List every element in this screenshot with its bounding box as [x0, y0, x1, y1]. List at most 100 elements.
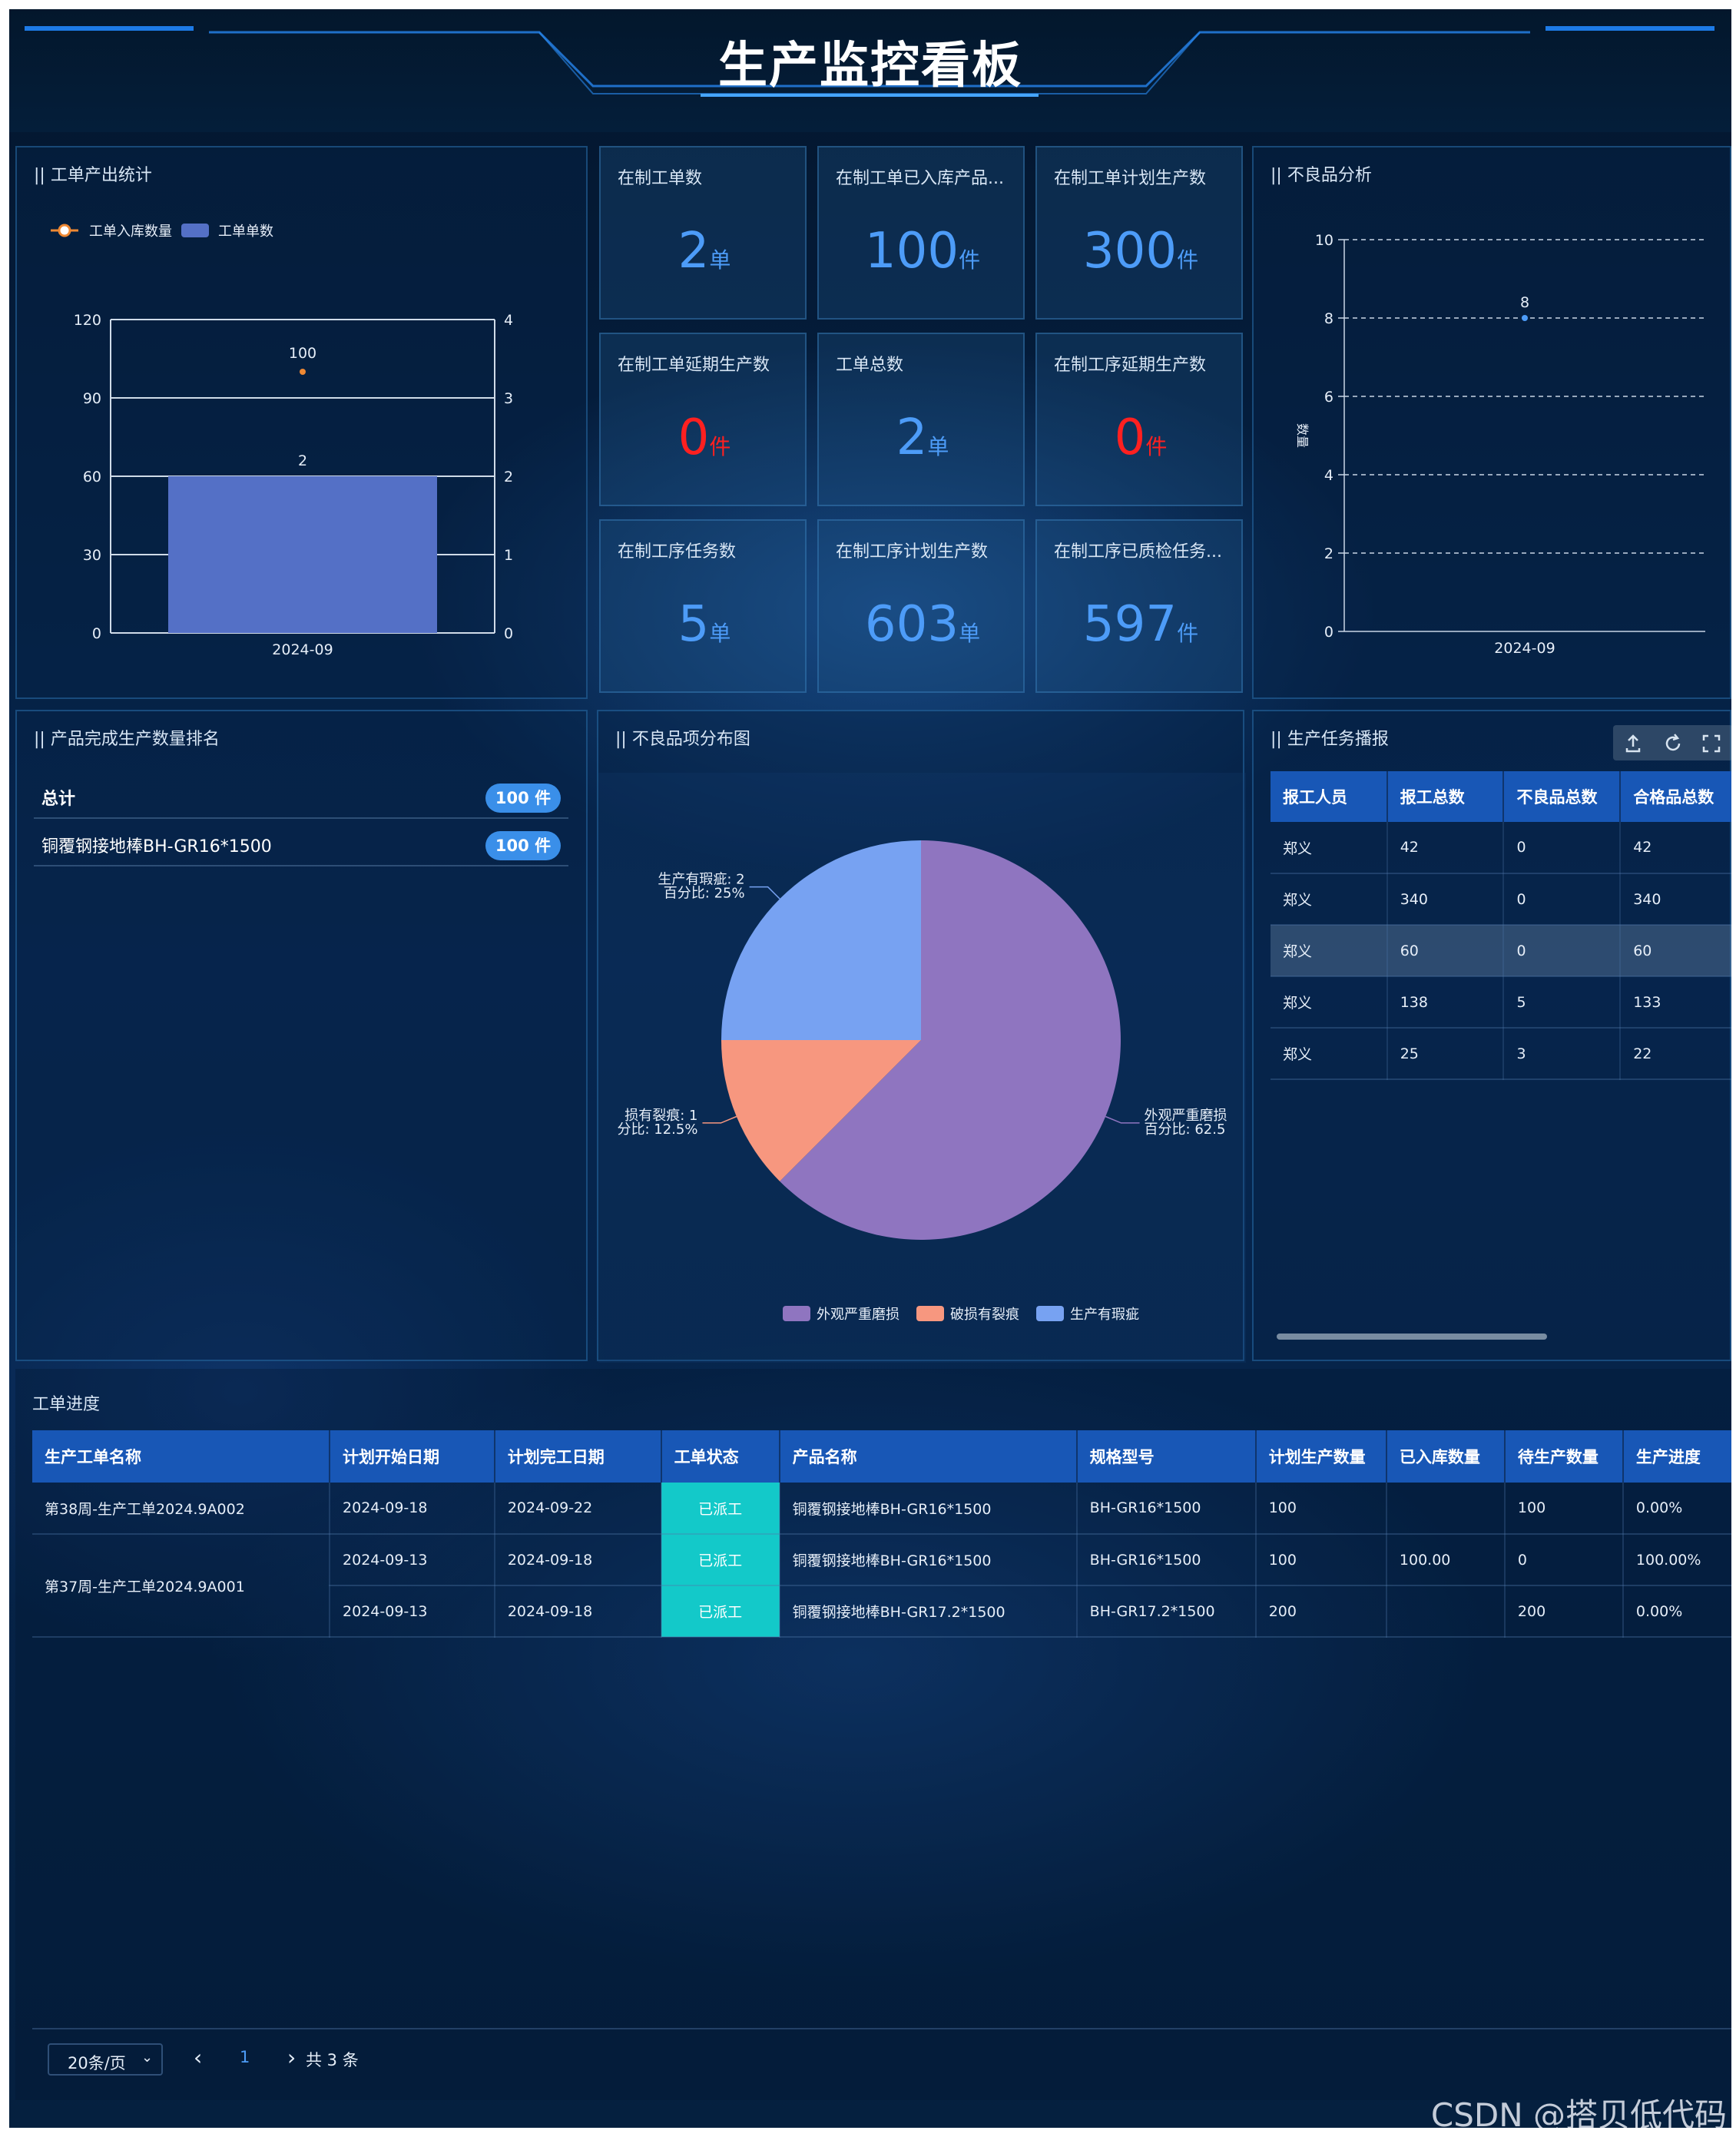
kpi-value-row: 300件 — [1037, 224, 1244, 287]
kpi-unit: 单 — [959, 621, 981, 646]
page-size-select[interactable]: 20条/页 ⌄ — [48, 2043, 163, 2076]
legend-marker — [1036, 1306, 1064, 1321]
page-title: 生产监控看板 — [718, 38, 1022, 94]
legend-label: 破损有裂痕 — [950, 1307, 1019, 1323]
column-header[interactable]: 产品名称 — [779, 1430, 1078, 1483]
pie-slice — [721, 840, 921, 1040]
table-cell: 22 — [1620, 1028, 1731, 1080]
cell-stored-qty: 100.00 — [1386, 1534, 1506, 1586]
kpi-value: 300 — [1082, 223, 1178, 280]
table-cell: 0 — [1503, 873, 1622, 926]
column-header[interactable]: 计划开始日期 — [330, 1430, 495, 1483]
y-tick-label: 6 — [1324, 389, 1333, 406]
refresh-icon[interactable] — [1659, 730, 1687, 757]
page-number-button[interactable]: 1 — [240, 2048, 250, 2066]
kpi-unit: 单 — [927, 434, 949, 459]
next-page-button[interactable]: › — [287, 2045, 297, 2070]
column-header[interactable]: 合格品总数 — [1620, 771, 1731, 822]
ranking-title: || 产品完成生产数量排名 — [34, 730, 220, 749]
prev-page-button[interactable]: ‹ — [194, 2045, 203, 2070]
table-cell: 0 — [1503, 822, 1622, 874]
kpi-card: 在制工序计划生产数 603单 — [817, 519, 1025, 693]
x-tick-label: 2024-09 — [1494, 640, 1555, 657]
kpi-value-row: 597件 — [1037, 598, 1244, 661]
kpi-value: 2 — [896, 409, 928, 466]
ranking-badge: 100 件 — [485, 784, 561, 813]
kpi-card: 在制工序延期生产数 0件 — [1035, 333, 1243, 506]
cell-order-name: 第38周-生产工单2024.9A002 — [32, 1483, 331, 1535]
cell-progress: 0.00% — [1622, 1585, 1731, 1638]
cell-progress: 0.00% — [1622, 1483, 1731, 1535]
y-tick-label-right: 2 — [504, 469, 513, 485]
y-tick-label-left: 90 — [83, 390, 101, 407]
column-header[interactable]: 报工人员 — [1271, 771, 1388, 822]
pie-slice-percent: 百分比: 62.5 — [1145, 1122, 1226, 1138]
scrollbar-thumb[interactable] — [1277, 1334, 1547, 1340]
column-header[interactable]: 已入库数量 — [1386, 1430, 1506, 1483]
kpi-value: 597 — [1082, 596, 1178, 653]
output-stats-panel: || 工单产出统计 工单入库数量 工单单数 0 30 60 90 120 0 1 2 3 4 2 100 2… — [15, 146, 588, 699]
column-header[interactable]: 规格型号 — [1076, 1430, 1257, 1483]
table-row[interactable]: 第37周-生产工单2024.9A001 2024-09-13 2024-09-1… — [32, 1534, 1731, 1638]
work-progress-panel: 工单进度 生产工单名称 计划开始日期 计划完工日期 工单状态 产品名称 规格型号… — [15, 1369, 1731, 2100]
kpi-label: 在制工序延期生产数 — [1054, 356, 1207, 375]
table-row[interactable]: 郑义 138 5 133 — [1271, 976, 1731, 1029]
x-tick-label: 2024-09 — [272, 641, 333, 658]
cell-product-name: 铜覆钢接地棒BH-GR16*1500 — [779, 1483, 1078, 1535]
column-header[interactable]: 计划生产数量 — [1255, 1430, 1387, 1483]
y-tick-label-left: 0 — [92, 625, 101, 642]
column-header[interactable]: 报工总数 — [1386, 771, 1505, 822]
status-badge: 已派工 — [661, 1483, 780, 1535]
table-cell: 42 — [1386, 822, 1505, 874]
pie-slice — [780, 840, 1121, 1240]
kpi-unit: 件 — [959, 247, 981, 273]
legend-label: 工单入库数量 — [89, 224, 172, 240]
table-row[interactable]: 第38周-生产工单2024.9A002 2024-09-18 2024-09-2… — [32, 1483, 1731, 1535]
pie-slice-label: 损有裂痕: 1 — [624, 1108, 697, 1124]
point-data-label: 8 — [1520, 294, 1529, 311]
legend-dot-marker — [58, 224, 71, 237]
table-row[interactable]: 郑义 42 0 42 — [1271, 822, 1731, 874]
cell-progress: 100.00% — [1622, 1534, 1731, 1586]
output-stats-title: || 工单产出统计 — [34, 166, 152, 185]
y-tick-label-left: 120 — [74, 312, 101, 329]
status-badge: 已派工 — [661, 1534, 780, 1586]
column-header[interactable]: 工单状态 — [661, 1430, 780, 1483]
table-row[interactable]: 郑义 25 3 22 — [1271, 1028, 1731, 1080]
scatter-point — [1522, 315, 1528, 321]
chevron-down-icon: ⌄ — [141, 2049, 154, 2066]
export-icon[interactable] — [1619, 730, 1647, 757]
kpi-value: 603 — [864, 596, 959, 653]
column-header[interactable]: 不良品总数 — [1503, 771, 1622, 822]
horizontal-scrollbar[interactable] — [1271, 1332, 1731, 1341]
table-cell: 郑义 — [1271, 925, 1388, 977]
y-tick-label-right: 4 — [504, 312, 513, 329]
cell-product-name: 铜覆钢接地棒BH-GR16*1500 — [779, 1534, 1078, 1586]
column-header[interactable]: 生产进度 — [1622, 1430, 1731, 1483]
column-header[interactable]: 生产工单名称 — [32, 1430, 331, 1483]
y-tick-label: 2 — [1324, 545, 1333, 562]
cell-planned-qty: 100 — [1255, 1534, 1387, 1586]
kpi-value: 100 — [864, 223, 959, 280]
fullscreen-icon[interactable] — [1698, 730, 1725, 757]
table-row[interactable]: 郑义 340 0 340 — [1271, 873, 1731, 926]
cell-pending-qty: 0 — [1504, 1534, 1624, 1586]
kpi-card: 在制工单已入库产品... 100件 — [817, 146, 1025, 320]
kpi-value: 0 — [1114, 409, 1146, 466]
pie-slice-percent: 百分比: 25% — [664, 886, 745, 902]
cell-end-date: 2024-09-18 — [494, 1585, 662, 1638]
kpi-label: 在制工单计划生产数 — [1054, 169, 1207, 188]
kpi-unit: 件 — [1177, 247, 1199, 273]
line-data-label: 100 — [289, 345, 316, 362]
pie-slice-percent: 分比: 12.5% — [617, 1122, 697, 1138]
pie-label-line — [1105, 1115, 1140, 1124]
table-row[interactable]: 郑义 60 0 60 — [1271, 925, 1731, 977]
kpi-label: 工单总数 — [836, 356, 904, 375]
y-tick-label-left: 30 — [83, 547, 101, 564]
table-cell: 60 — [1386, 925, 1505, 977]
column-header[interactable]: 待生产数量 — [1504, 1430, 1624, 1483]
table-row[interactable]: 2024-09-13 2024-09-18 已派工 铜覆钢接地棒BH-GR17.… — [32, 1585, 1731, 1638]
table-cell: 42 — [1620, 822, 1731, 874]
column-header[interactable]: 计划完工日期 — [494, 1430, 662, 1483]
